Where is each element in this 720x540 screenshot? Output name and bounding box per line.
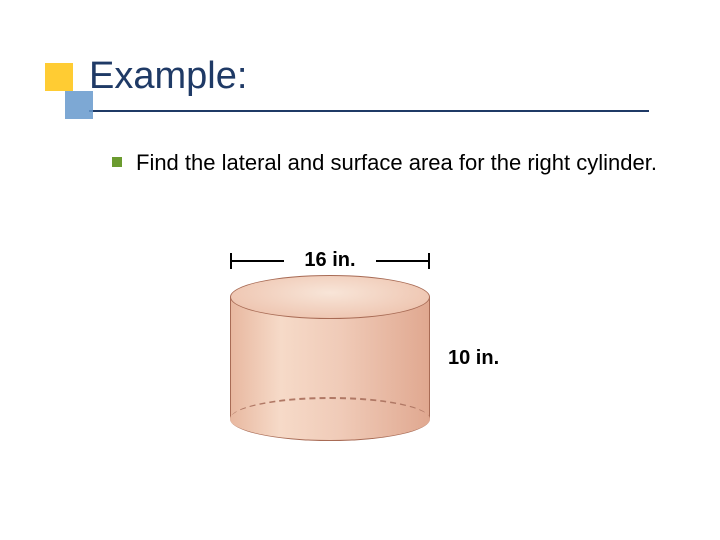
title-accent-square-yellow	[45, 63, 73, 91]
dim-tick-right	[428, 253, 430, 269]
slide-title-block: Example:	[45, 55, 247, 98]
diameter-dimension: 16 in.	[230, 253, 430, 277]
height-label: 10 in.	[448, 347, 499, 370]
cylinder-figure: 16 in. 10 in.	[200, 235, 520, 465]
cylinder-bottom-dashed-arc	[230, 397, 430, 441]
bullet-text: Find the lateral and surface area for th…	[136, 148, 657, 178]
cylinder-top-ellipse	[230, 275, 430, 319]
title-underline	[89, 110, 649, 112]
list-item: Find the lateral and surface area for th…	[112, 148, 660, 178]
body-content: Find the lateral and surface area for th…	[112, 148, 660, 178]
slide-title: Example:	[89, 55, 247, 98]
dim-line-right	[376, 260, 428, 262]
bullet-marker-icon	[112, 157, 122, 167]
